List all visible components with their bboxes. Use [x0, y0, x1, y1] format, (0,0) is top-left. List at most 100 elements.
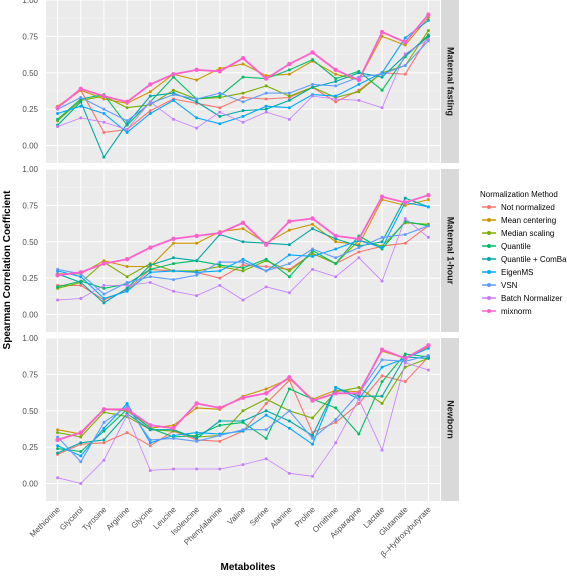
- data-point: [102, 301, 106, 305]
- data-point: [380, 394, 384, 398]
- data-point: [102, 112, 106, 116]
- data-point: [333, 233, 338, 239]
- data-point: [287, 291, 291, 295]
- legend-key-point: [487, 270, 491, 274]
- data-point: [102, 120, 106, 124]
- data-point: [79, 283, 83, 287]
- data-point: [79, 116, 83, 120]
- data-point: [218, 106, 222, 110]
- data-point: [125, 289, 129, 293]
- y-tick-label: 1.00: [22, 165, 38, 174]
- data-point: [56, 447, 60, 451]
- data-point: [102, 438, 106, 442]
- data-point: [380, 279, 384, 283]
- data-point: [311, 82, 315, 86]
- data-point: [171, 278, 175, 282]
- data-point: [195, 467, 199, 471]
- data-point: [79, 454, 83, 458]
- data-point: [357, 250, 361, 254]
- data-point: [334, 72, 338, 76]
- data-point: [380, 240, 384, 244]
- data-point: [287, 253, 291, 257]
- data-point: [334, 385, 338, 389]
- data-point: [356, 77, 362, 83]
- data-point: [195, 431, 199, 435]
- data-point: [55, 273, 60, 278]
- data-point: [148, 90, 152, 94]
- data-point: [148, 109, 152, 113]
- data-point: [79, 441, 83, 445]
- data-point: [264, 428, 268, 432]
- data-point: [218, 283, 222, 287]
- data-point: [56, 431, 60, 435]
- data-point: [148, 270, 152, 274]
- data-point: [217, 230, 223, 236]
- legend-item: Batch Normalizer: [482, 294, 563, 303]
- data-point: [357, 98, 361, 102]
- data-point: [311, 254, 315, 258]
- data-point: [171, 467, 175, 471]
- data-point: [102, 97, 106, 101]
- data-point: [403, 232, 407, 236]
- x-tick-label: Valine: [226, 505, 248, 527]
- legend-key-point: [487, 283, 491, 287]
- legend-key-point: [487, 296, 491, 300]
- data-point: [334, 420, 338, 424]
- data-point: [263, 242, 269, 247]
- legend-label: Median scaling: [501, 229, 554, 238]
- data-point: [334, 80, 338, 83]
- legend-key-point: [487, 218, 491, 222]
- data-point: [380, 106, 384, 110]
- data-point: [102, 286, 106, 290]
- data-point: [403, 216, 407, 220]
- data-point: [102, 283, 106, 287]
- data-point: [241, 120, 245, 124]
- data-point: [240, 56, 246, 61]
- data-point: [78, 270, 83, 275]
- data-point: [334, 240, 338, 244]
- data-point: [241, 463, 245, 467]
- data-point: [218, 114, 222, 118]
- y-tick-label: 0.25: [22, 443, 38, 452]
- data-point: [241, 298, 245, 302]
- data-point: [218, 94, 222, 98]
- x-tick-labels: MethionineGlycerolTyrosineArginineGlycin…: [28, 505, 433, 559]
- data-point: [56, 112, 60, 116]
- data-point: [241, 240, 245, 244]
- data-point: [287, 106, 291, 110]
- data-point: [426, 198, 430, 202]
- legend-item: Quantile: [482, 242, 531, 251]
- data-point: [241, 100, 245, 104]
- data-point: [79, 275, 83, 279]
- data-point: [287, 68, 291, 72]
- data-point: [241, 96, 245, 100]
- data-point: [356, 236, 362, 242]
- data-point: [403, 72, 407, 76]
- x-tick-label: Glycine: [129, 505, 155, 531]
- facet-label: Maternal fasting: [446, 47, 456, 116]
- legend-key-point: [487, 257, 491, 261]
- data-point: [426, 37, 430, 41]
- data-point: [56, 125, 60, 129]
- data-point: [311, 442, 315, 446]
- legend-label: EigenMS: [501, 268, 533, 277]
- data-point: [195, 273, 199, 277]
- data-point: [148, 281, 152, 285]
- data-point: [311, 474, 315, 478]
- data-point: [171, 426, 176, 431]
- data-point: [56, 476, 60, 480]
- data-point: [171, 423, 175, 427]
- data-point: [334, 97, 338, 101]
- data-point: [171, 236, 176, 242]
- data-point: [264, 409, 268, 413]
- data-point: [264, 265, 268, 269]
- data-point: [241, 109, 245, 113]
- legend-label: VSN: [501, 281, 518, 290]
- data-point: [380, 358, 384, 362]
- data-point: [102, 130, 106, 134]
- data-point: [148, 423, 153, 428]
- data-point: [195, 259, 199, 263]
- data-point: [264, 387, 268, 391]
- legend-item: Mean centering: [482, 216, 556, 225]
